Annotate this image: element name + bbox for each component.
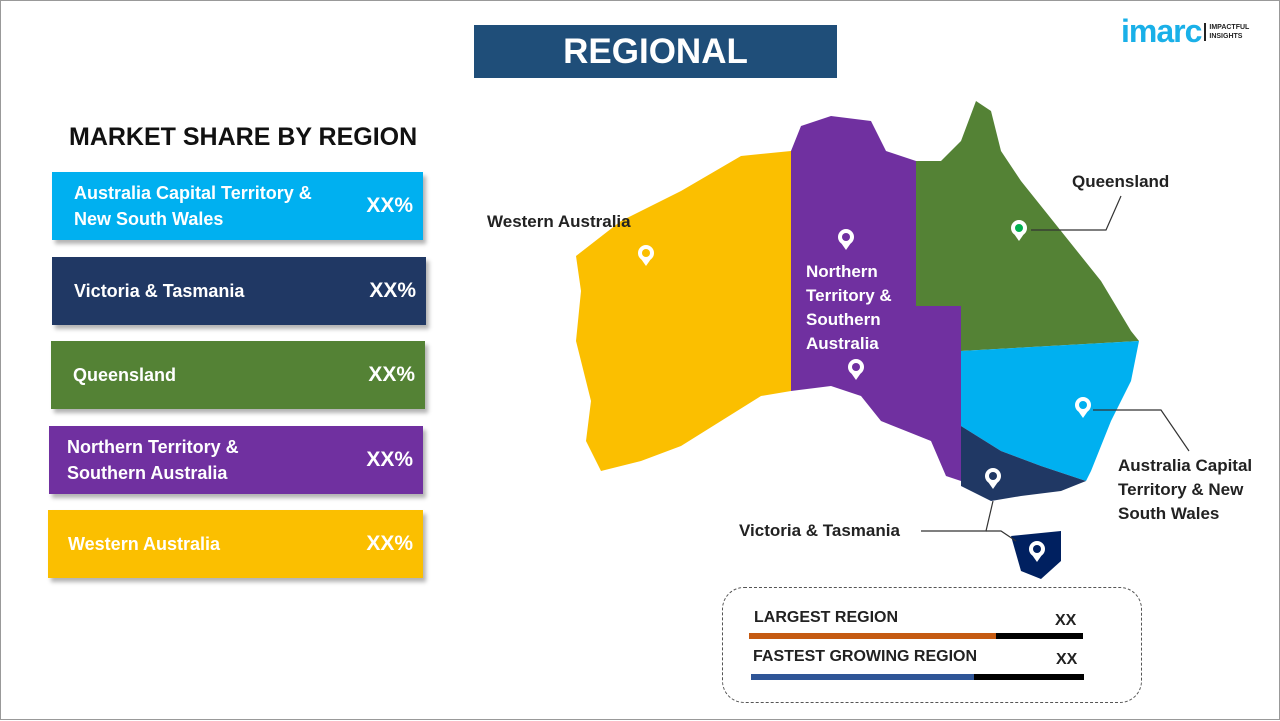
region-wa — [576, 151, 791, 471]
pin-icon — [1075, 397, 1091, 418]
pin-icon — [985, 468, 1001, 489]
page-title: REGIONAL ANALYSIS — [474, 25, 837, 124]
bar-nt: Northern Territory & Southern Australia X… — [49, 426, 423, 494]
bar-nsw: Australia Capital Territory & New South … — [52, 172, 423, 240]
region-nsw — [961, 341, 1139, 481]
fastest-region-bar — [751, 674, 1084, 680]
largest-region-value: XX — [1055, 612, 1077, 629]
fastest-region-value: XX — [1056, 651, 1078, 668]
fastest-region-label: FASTEST GROWING REGION — [753, 648, 978, 665]
pin-icon — [1011, 220, 1027, 241]
pin-icon — [838, 229, 854, 250]
imarc-logo: imarc IMPACTFUL INSIGHTS — [1121, 13, 1252, 50]
bar-wa: Western Australia XX% — [48, 510, 423, 578]
label-vic: Victoria & Tasmania — [739, 521, 900, 540]
section-heading: MARKET SHARE BY REGION — [69, 123, 418, 151]
bar-vic: Victoria & Tasmania XX% — [52, 257, 426, 325]
pin-icon — [638, 245, 654, 266]
region-nt-sa — [791, 116, 961, 481]
region-qld — [916, 101, 1139, 351]
label-wa: Western Australia — [487, 212, 631, 231]
summary-box — [722, 587, 1142, 703]
largest-region-bar — [749, 633, 1083, 639]
pin-icon — [848, 359, 864, 380]
pin-icon — [1029, 541, 1045, 562]
label-nsw: Australia Capital Territory & New South … — [1118, 456, 1253, 523]
largest-region-label: LARGEST REGION — [754, 609, 899, 626]
bar-qld: Queensland XX% — [51, 341, 425, 409]
label-qld: Queensland — [1072, 172, 1170, 191]
label-nt-sa: Northern Territory & Southern Australia — [806, 262, 892, 353]
